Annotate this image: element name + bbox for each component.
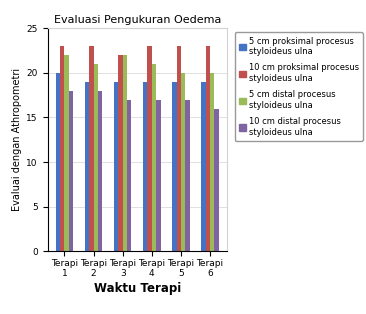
Bar bbox=[152, 64, 156, 251]
Bar bbox=[94, 64, 98, 251]
Bar bbox=[69, 91, 73, 251]
Bar bbox=[206, 46, 210, 251]
Bar bbox=[118, 55, 123, 251]
Y-axis label: Evaluai dengan Athropometri: Evaluai dengan Athropometri bbox=[12, 68, 22, 211]
Bar bbox=[210, 73, 214, 251]
X-axis label: Waktu Terapi: Waktu Terapi bbox=[94, 282, 181, 295]
Bar bbox=[214, 109, 219, 251]
Legend: 5 cm proksimal procesus
styloideus ulna, 10 cm proksimal procesus
styloideus uln: 5 cm proksimal procesus styloideus ulna,… bbox=[235, 32, 363, 141]
Bar bbox=[127, 100, 131, 251]
Bar bbox=[60, 46, 64, 251]
Bar bbox=[181, 73, 185, 251]
Bar bbox=[123, 55, 127, 251]
Bar bbox=[85, 82, 89, 251]
Bar bbox=[114, 82, 118, 251]
Title: Evaluasi Pengukuran Oedema: Evaluasi Pengukuran Oedema bbox=[53, 15, 221, 25]
Bar bbox=[89, 46, 94, 251]
Bar bbox=[143, 82, 147, 251]
Bar bbox=[147, 46, 152, 251]
Bar bbox=[172, 82, 176, 251]
Bar bbox=[56, 73, 60, 251]
Bar bbox=[176, 46, 181, 251]
Bar bbox=[64, 55, 69, 251]
Bar bbox=[156, 100, 161, 251]
Bar bbox=[185, 100, 190, 251]
Bar bbox=[201, 82, 206, 251]
Bar bbox=[98, 91, 102, 251]
